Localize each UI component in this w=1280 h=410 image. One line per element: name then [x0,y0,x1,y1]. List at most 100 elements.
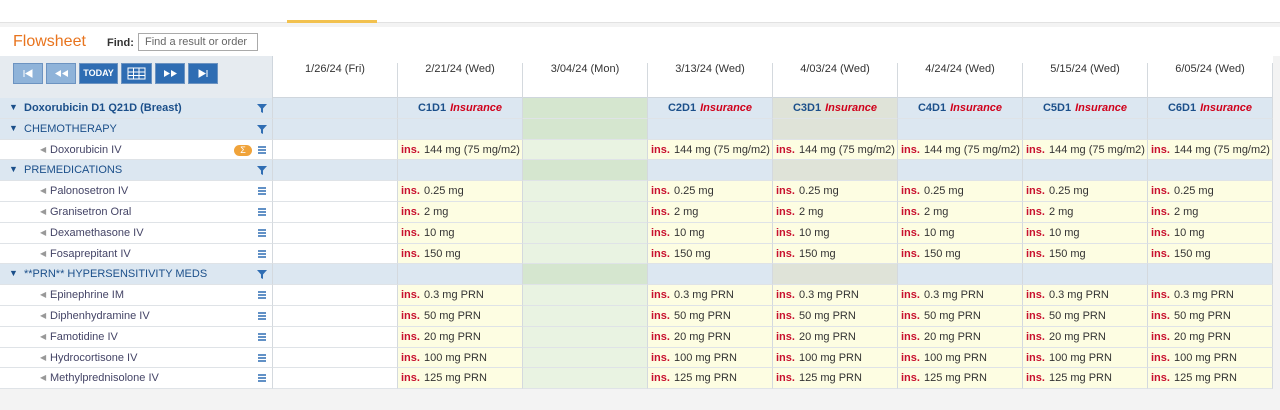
data-cell[interactable]: ins. 144 mg (75 mg/m2) [773,139,898,161]
data-cell[interactable]: ins. 144 mg (75 mg/m2) [898,139,1023,161]
data-cell[interactable]: ins. 2 mg [1148,202,1273,223]
data-cell[interactable]: ins. 0.3 mg PRN [1148,285,1273,306]
last-icon [198,69,208,78]
row-menu-button[interactable] [256,185,268,200]
data-cell[interactable]: ins. 125 mg PRN [1023,368,1148,390]
data-cell[interactable]: ins. 100 mg PRN [398,347,523,369]
data-cell[interactable]: ins. 2 mg [398,202,523,223]
data-cell[interactable]: ins. 150 mg [1023,243,1148,265]
data-cell[interactable]: ins. 150 mg [398,243,523,265]
data-cell[interactable]: ins. 100 mg PRN [1148,347,1273,369]
calendar-button[interactable] [121,63,152,84]
data-cell[interactable]: ins. 100 mg PRN [773,347,898,369]
data-cell[interactable]: ins. 10 mg [398,222,523,244]
data-cell[interactable]: ins. 125 mg PRN [898,368,1023,390]
data-cell[interactable]: ins. 100 mg PRN [898,347,1023,369]
data-cell[interactable]: ins. 0.25 mg [1148,181,1273,202]
data-cell[interactable]: C4D1 Insurance [898,98,1023,119]
data-cell[interactable]: ins. 125 mg PRN [398,368,523,390]
filter-button[interactable] [256,268,268,283]
data-cell[interactable]: ins. 50 mg PRN [773,306,898,327]
data-cell[interactable]: C1D1 Insurance [398,98,523,119]
data-cell[interactable]: ins. 20 mg PRN [398,326,523,348]
data-cell[interactable]: ins. 20 mg PRN [898,326,1023,348]
data-cell[interactable]: ins. 2 mg [773,202,898,223]
data-cell[interactable]: ins. 50 mg PRN [398,306,523,327]
data-cell[interactable]: ins. 150 mg [648,243,773,265]
row-menu-button[interactable] [256,372,268,387]
dose-text: 125 mg PRN [798,372,862,385]
expand-arrow[interactable]: ▼ [9,102,18,112]
data-cell[interactable]: ins. 100 mg PRN [1023,347,1148,369]
data-cell[interactable]: ins. 0.3 mg PRN [898,285,1023,306]
data-cell[interactable]: ins. 144 mg (75 mg/m2) [1023,139,1148,161]
collapse-arrow: ◀ [40,144,47,154]
row-menu-button[interactable] [256,227,268,242]
data-cell[interactable]: C5D1 Insurance [1023,98,1148,119]
data-cell[interactable]: ins. 10 mg [1148,222,1273,244]
data-cell[interactable]: ins. 50 mg PRN [1023,306,1148,327]
data-cell[interactable]: ins. 144 mg (75 mg/m2) [648,139,773,161]
data-cell[interactable]: ins. 20 mg PRN [648,326,773,348]
data-cell[interactable]: ins. 0.25 mg [898,181,1023,202]
data-cell[interactable]: C3D1 Insurance [773,98,898,119]
data-cell[interactable]: ins. 50 mg PRN [648,306,773,327]
data-cell[interactable]: ins. 0.3 mg PRN [773,285,898,306]
data-cell[interactable]: ins. 150 mg [773,243,898,265]
data-cell[interactable]: ins. 0.25 mg [773,181,898,202]
data-cell[interactable]: ins. 150 mg [1148,243,1273,265]
data-cell[interactable]: ins. 0.3 mg PRN [1023,285,1148,306]
data-cell[interactable]: ins. 0.3 mg PRN [398,285,523,306]
data-cell[interactable]: ins. 50 mg PRN [898,306,1023,327]
data-cell[interactable]: ins. 2 mg [648,202,773,223]
filter-button[interactable] [256,102,268,117]
data-cell[interactable]: ins. 144 mg (75 mg/m2) [398,139,523,161]
data-cell[interactable]: ins. 125 mg PRN [773,368,898,390]
row-menu-button[interactable] [256,289,268,304]
previous-button[interactable] [46,63,76,84]
next-button[interactable] [155,63,185,84]
data-cell[interactable]: ins. 144 mg (75 mg/m2) [1148,139,1273,161]
dose-text: 0.3 mg PRN [1048,289,1109,302]
row-menu-button[interactable] [256,310,268,325]
data-cell[interactable]: ins. 0.3 mg PRN [648,285,773,306]
row-menu-button[interactable] [256,206,268,221]
data-cell[interactable]: ins. 0.25 mg [398,181,523,202]
data-cell [273,160,398,182]
data-cell[interactable]: ins. 125 mg PRN [1148,368,1273,390]
data-cell[interactable]: ins. 50 mg PRN [1148,306,1273,327]
expand-arrow[interactable]: ▼ [9,122,18,133]
data-cell[interactable]: ins. 150 mg [898,243,1023,265]
data-cell[interactable]: C6D1 Insurance [1148,98,1273,119]
first-button[interactable] [13,63,43,84]
data-cell[interactable]: ins. 100 mg PRN [648,347,773,369]
data-cell[interactable]: ins. 10 mg [773,222,898,244]
data-cell[interactable]: ins. 0.25 mg [1023,181,1148,202]
data-cell[interactable]: ins. 10 mg [1023,222,1148,244]
today-button[interactable]: TODAY [79,63,118,84]
dose-text: 10 mg [673,226,705,239]
data-cell[interactable]: ins. 125 mg PRN [648,368,773,390]
filter-button[interactable] [256,123,268,138]
row-menu-button[interactable] [256,248,268,263]
data-cell[interactable]: ins. 20 mg PRN [1023,326,1148,348]
data-cell[interactable]: ins. 20 mg PRN [773,326,898,348]
find-input[interactable]: Find a result or order [138,33,258,51]
order-flag: ins. [1026,289,1045,302]
data-cell[interactable]: ins. 20 mg PRN [1148,326,1273,348]
data-cell[interactable]: ins. 2 mg [898,202,1023,223]
expand-arrow[interactable]: ▼ [9,164,18,175]
dose-text: 2 mg [423,206,449,218]
last-button[interactable] [188,63,218,84]
expand-arrow[interactable]: ▼ [9,268,18,279]
row-menu-button[interactable] [256,352,268,367]
row-menu-button[interactable] [256,144,268,159]
data-cell[interactable]: C2D1 Insurance [648,98,773,119]
data-cell[interactable]: ins. 2 mg [1023,202,1148,223]
data-cell[interactable]: ins. 0.25 mg [648,181,773,202]
summary-badge[interactable]: Σ [234,144,252,156]
data-cell[interactable]: ins. 10 mg [648,222,773,244]
data-cell[interactable]: ins. 10 mg [898,222,1023,244]
filter-button[interactable] [256,164,268,179]
row-menu-button[interactable] [256,331,268,346]
